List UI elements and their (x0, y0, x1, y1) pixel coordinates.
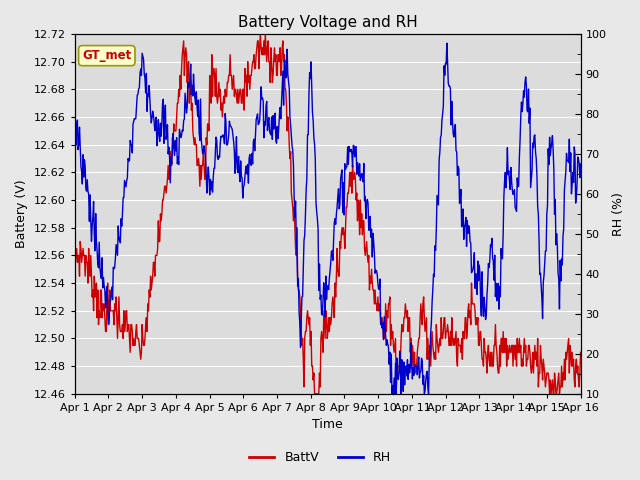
BattV (311, 391, 319, 396)
BattV (71, 232, 79, 238)
BattV (405, 315, 413, 321)
RH (71, 133, 79, 139)
BattV (577, 349, 584, 355)
RH (183, 104, 191, 110)
BattV (257, 31, 264, 37)
BattV (390, 349, 398, 355)
RH (80, 174, 88, 180)
Line: BattV: BattV (75, 34, 580, 394)
BattV (80, 252, 88, 258)
RH (388, 391, 396, 396)
RH (132, 116, 140, 121)
Line: RH: RH (75, 43, 580, 394)
RH (210, 166, 218, 171)
X-axis label: Time: Time (312, 419, 343, 432)
Y-axis label: RH (%): RH (%) (612, 192, 625, 236)
Legend: BattV, RH: BattV, RH (244, 446, 396, 469)
Text: GT_met: GT_met (82, 49, 131, 62)
Y-axis label: Battery (V): Battery (V) (15, 180, 28, 248)
BattV (210, 66, 218, 72)
Title: Battery Voltage and RH: Battery Voltage and RH (237, 15, 417, 30)
BattV (132, 329, 140, 335)
RH (577, 161, 584, 167)
RH (443, 40, 451, 46)
BattV (183, 80, 191, 85)
RH (390, 391, 397, 396)
RH (404, 376, 412, 382)
